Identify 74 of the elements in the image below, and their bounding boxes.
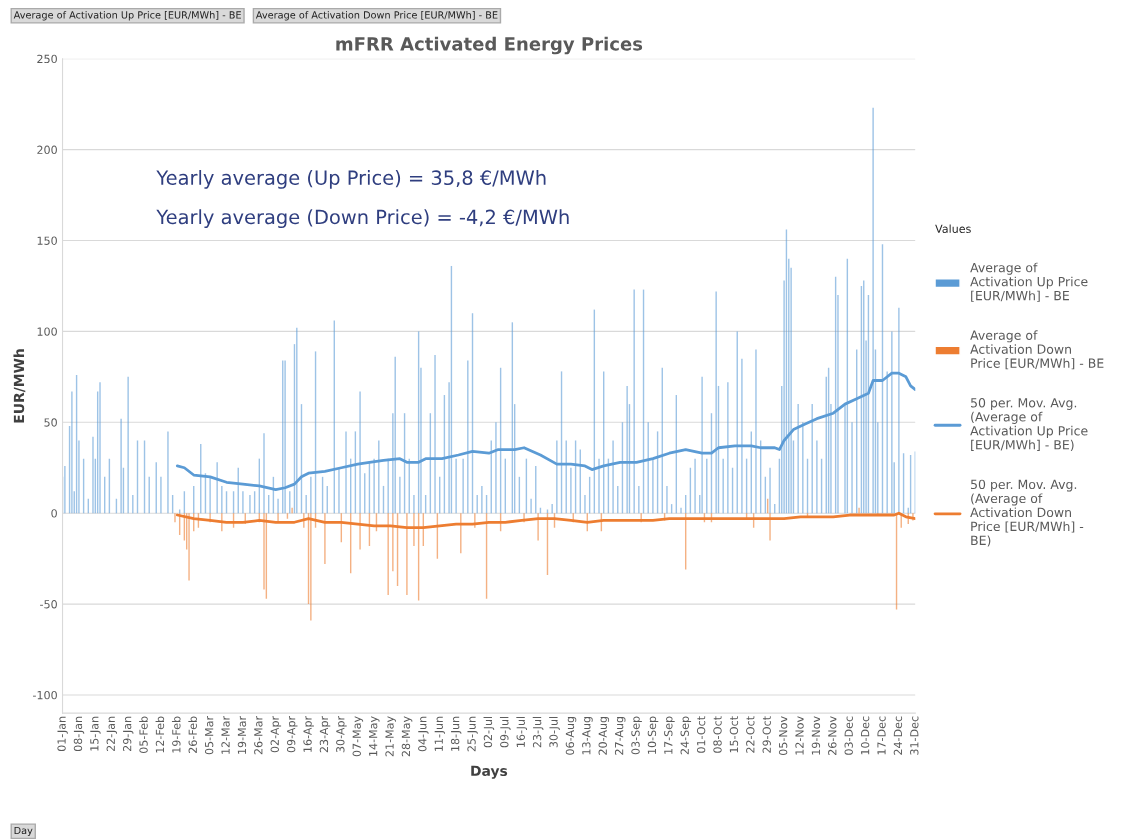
x-tick-label: 09-Apr	[286, 715, 298, 753]
text: Day	[14, 826, 33, 836]
x-tick-label: 27-Aug	[614, 716, 626, 755]
x-tick-label: 31-Dec	[910, 716, 919, 755]
x-tick-label: 06-Aug	[565, 716, 577, 755]
x-tick-label: 21-May	[385, 716, 396, 757]
x-tick-label: 10-Dec	[860, 716, 870, 755]
x-tick-label: 12-Feb	[155, 716, 165, 753]
x-tick-label: 02-Jul	[483, 716, 495, 748]
x-tick-label: 19-Feb	[171, 716, 181, 753]
x-tick-label: 15-Oct	[729, 716, 739, 753]
y-tick-label: 200	[37, 145, 57, 154]
text: Average of Activation Up Price [EUR/MWh] - BE	[13, 11, 241, 21]
x-tick-label: 02-Apr	[270, 715, 282, 753]
legend-label: 50 per. Mov. Avg. (Average of Activation Up Price [EUR/MWh] - BE)	[970, 398, 1088, 451]
x-tick-label: 22-Jan	[106, 716, 118, 752]
x-tick-label: 01-Oct	[696, 716, 706, 753]
x-tick-label: 10-Sep	[647, 716, 659, 754]
x-tick-label: 09-Jul	[499, 716, 511, 748]
x-axis-title: Days	[471, 765, 508, 779]
y-tick-label: 150	[37, 236, 57, 245]
x-tick-label: 01-Jan	[57, 716, 68, 752]
x-tick-label: 26-Mar	[254, 715, 263, 755]
y-tick-label: 100	[37, 327, 57, 336]
x-tick-label: 12-Mar	[221, 715, 230, 754]
x-tick-label: 20-Aug	[598, 716, 610, 755]
x-tick-label: 22-Oct	[746, 716, 755, 753]
chart-title: mFRR Activated Energy Prices	[336, 36, 643, 55]
legend-label: Average of Activation Down Price [EUR/MWh] - BE	[970, 330, 1104, 370]
y-tick-label: 0	[51, 509, 57, 518]
x-tick-label: 05-Feb	[139, 716, 148, 754]
y-tick-label: 50	[44, 418, 57, 427]
x-tick-label: 04-Jun	[418, 716, 429, 752]
x-tick-label: 29-Oct	[762, 716, 771, 753]
legend-title: Values	[935, 224, 971, 233]
x-tick-label: 11-Jun	[434, 716, 445, 751]
x-tick-label: 26-Nov	[828, 716, 837, 755]
legend-label: Average of Activation Up Price [EUR/MWh] - BE	[970, 262, 1088, 302]
x-tick-label: 03-Dec	[844, 716, 853, 755]
x-tick-label: 26-Feb	[188, 716, 197, 753]
x-tick-label: 30-Apr	[336, 715, 347, 753]
x-tick-label: 08-Oct	[713, 716, 722, 753]
x-tick-label: 14-May	[369, 716, 380, 756]
x-tick-label: 30-Jul	[549, 716, 560, 748]
x-tick-label: 28-May	[401, 716, 413, 757]
y-tick-label: 250	[37, 54, 57, 64]
x-tick-label: 16-Jul	[516, 716, 527, 747]
x-tick-label: 18-Jun	[450, 716, 462, 751]
x-tick-label: 24-Dec	[893, 716, 903, 755]
y-axis-title: EUR/MWh	[13, 349, 26, 423]
x-tick-label: 12-Nov	[795, 716, 804, 755]
text: Average of Activation Down Price [EUR/MWh] - BE	[255, 11, 498, 21]
x-tick-label: 07-May	[352, 716, 364, 757]
x-tick-label: 19-Nov	[811, 716, 821, 755]
x-tick-label: 15-Jan	[90, 716, 101, 751]
annotation: Yearly average (Up Price) = 35,8 €/MWh	[156, 169, 546, 189]
x-tick-label: 19-Mar	[237, 715, 247, 754]
annotation: Yearly average (Down Price) = -4,2 €/MWh	[156, 209, 569, 229]
x-tick-label: 16-Apr	[303, 715, 314, 752]
x-tick-label: 03-Sep	[631, 716, 642, 755]
legend-label: 50 per. Mov. Avg. (Average of Activation Down Price [EUR/MWh] - BE)	[970, 479, 1084, 547]
x-tick-label: 05-Nov	[778, 716, 788, 756]
x-tick-label: 17-Dec	[877, 716, 886, 755]
y-tick-label: -100	[33, 690, 57, 700]
x-tick-label: 29-Jan	[122, 716, 134, 752]
y-tick-label: -50	[40, 600, 57, 609]
x-tick-label: 23-Apr	[319, 715, 331, 753]
x-tick-label: 08-Jan	[73, 716, 85, 752]
x-tick-label: 23-Jul	[532, 716, 544, 748]
x-tick-label: 17-Sep	[664, 716, 675, 754]
x-tick-label: 13-Aug	[582, 716, 593, 755]
x-tick-label: 25-Jun	[467, 716, 478, 752]
x-tick-label: 05-Mar	[204, 715, 214, 755]
x-tick-label: 24-Sep	[680, 716, 692, 755]
